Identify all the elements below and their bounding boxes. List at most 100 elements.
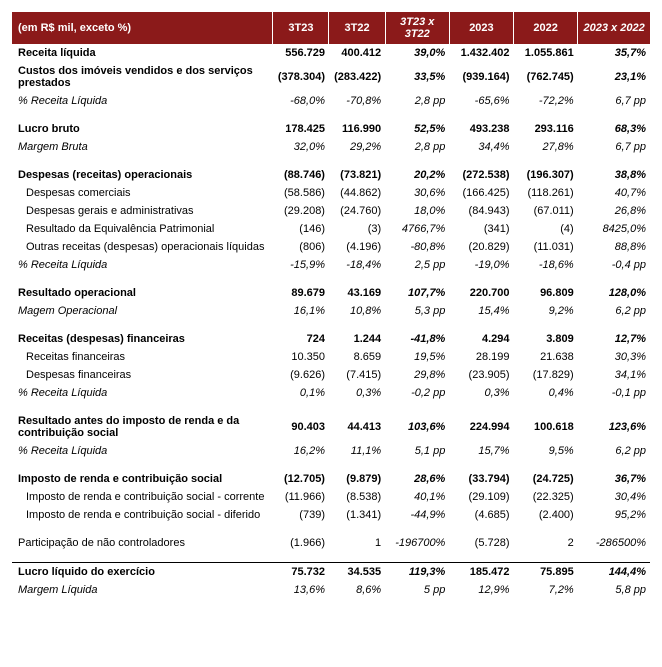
- row-value: 28.199: [449, 348, 513, 366]
- row-value: 107,7%: [385, 284, 449, 302]
- row-value: 15,7%: [449, 442, 513, 460]
- row-value: (1.966): [273, 534, 329, 552]
- row-value: 96.809: [514, 284, 578, 302]
- table-row: Receita líquida556.729400.41239,0%1.432.…: [12, 44, 650, 62]
- row-value: 103,6%: [385, 412, 449, 442]
- row-value: 75.895: [514, 563, 578, 582]
- row-label: Despesas comerciais: [12, 184, 273, 202]
- row-value: (67.011): [514, 202, 578, 220]
- row-value: 0,1%: [273, 384, 329, 402]
- table-row: % Receita Líquida16,2%11,1%5,1 pp15,7%9,…: [12, 442, 650, 460]
- row-label: Imposto de renda e contribuição social -…: [12, 506, 273, 524]
- row-value: 95,2%: [578, 506, 650, 524]
- row-value: 2,5 pp: [385, 256, 449, 274]
- row-value: 13,6%: [273, 581, 329, 599]
- row-value: -19,0%: [449, 256, 513, 274]
- row-value: 9,2%: [514, 302, 578, 320]
- row-value: (272.538): [449, 166, 513, 184]
- row-label: Margem Líquida: [12, 581, 273, 599]
- row-value: -68,0%: [273, 92, 329, 110]
- row-value: (44.862): [329, 184, 385, 202]
- row-value: 119,3%: [385, 563, 449, 582]
- row-value: 293.116: [514, 120, 578, 138]
- row-value: 34,1%: [578, 366, 650, 384]
- row-value: (196.307): [514, 166, 578, 184]
- table-row: Resultado operacional89.67943.169107,7%2…: [12, 284, 650, 302]
- row-value: (166.425): [449, 184, 513, 202]
- header-row: (em R$ mil, exceto %) 3T23 3T22 3T23 x 3…: [12, 12, 650, 44]
- row-value: 6,2 pp: [578, 442, 650, 460]
- row-value: (73.821): [329, 166, 385, 184]
- row-value: 4.294: [449, 330, 513, 348]
- row-value: 44.413: [329, 412, 385, 442]
- row-value: 28,6%: [385, 470, 449, 488]
- row-value: -41,8%: [385, 330, 449, 348]
- row-value: -44,9%: [385, 506, 449, 524]
- table-row: Receitas financeiras10.3508.65919,5%28.1…: [12, 348, 650, 366]
- row-value: 144,4%: [578, 563, 650, 582]
- row-value: (9.879): [329, 470, 385, 488]
- row-label: % Receita Líquida: [12, 92, 273, 110]
- table-row: Despesas comerciais(58.586)(44.862)30,6%…: [12, 184, 650, 202]
- row-value: 30,4%: [578, 488, 650, 506]
- row-value: 1.055.861: [514, 44, 578, 62]
- table-row: Margem Bruta32,0%29,2%2,8 pp34,4%27,8%6,…: [12, 138, 650, 156]
- table-row: [12, 274, 650, 284]
- row-value: (8.538): [329, 488, 385, 506]
- row-label: Resultado antes do imposto de renda e da…: [12, 412, 273, 442]
- row-value: 100.618: [514, 412, 578, 442]
- row-value: (146): [273, 220, 329, 238]
- row-value: 6,2 pp: [578, 302, 650, 320]
- table-row: % Receita Líquida0,1%0,3%-0,2 pp0,3%0,4%…: [12, 384, 650, 402]
- row-value: (2.400): [514, 506, 578, 524]
- row-value: 33,5%: [385, 62, 449, 92]
- row-label: Magem Operacional: [12, 302, 273, 320]
- row-value: 1: [329, 534, 385, 552]
- row-value: 2: [514, 534, 578, 552]
- row-value: 36,7%: [578, 470, 650, 488]
- row-label: Despesas financeiras: [12, 366, 273, 384]
- row-value: -196700%: [385, 534, 449, 552]
- row-label: Imposto de renda e contribuição social -…: [12, 488, 273, 506]
- row-value: -70,8%: [329, 92, 385, 110]
- row-value: (762.745): [514, 62, 578, 92]
- row-value: (378.304): [273, 62, 329, 92]
- row-value: 38,8%: [578, 166, 650, 184]
- row-value: 10.350: [273, 348, 329, 366]
- row-value: 40,7%: [578, 184, 650, 202]
- table-row: Despesas financeiras(9.626)(7.415)29,8%(…: [12, 366, 650, 384]
- table-row: Resultado da Equivalência Patrimonial(14…: [12, 220, 650, 238]
- row-value: 400.412: [329, 44, 385, 62]
- row-value: 185.472: [449, 563, 513, 582]
- row-label: Despesas gerais e administrativas: [12, 202, 273, 220]
- table-row: [12, 402, 650, 412]
- row-value: (11.966): [273, 488, 329, 506]
- row-value: 8425,0%: [578, 220, 650, 238]
- row-value: (24.760): [329, 202, 385, 220]
- table-row: Imposto de renda e contribuição social(1…: [12, 470, 650, 488]
- row-label: Receita líquida: [12, 44, 273, 62]
- row-value: (24.725): [514, 470, 578, 488]
- row-value: 8,6%: [329, 581, 385, 599]
- row-label: Receitas (despesas) financeiras: [12, 330, 273, 348]
- row-value: 35,7%: [578, 44, 650, 62]
- row-value: -65,6%: [449, 92, 513, 110]
- row-value: 724: [273, 330, 329, 348]
- table-row: % Receita Líquida-68,0%-70,8%2,8 pp-65,6…: [12, 92, 650, 110]
- row-value: -15,9%: [273, 256, 329, 274]
- row-value: 3.809: [514, 330, 578, 348]
- row-value: 23,1%: [578, 62, 650, 92]
- row-value: 34,4%: [449, 138, 513, 156]
- row-value: (4): [514, 220, 578, 238]
- header-label: (em R$ mil, exceto %): [12, 12, 273, 44]
- row-value: (739): [273, 506, 329, 524]
- row-value: (4.685): [449, 506, 513, 524]
- row-value: 29,2%: [329, 138, 385, 156]
- row-value: 32,0%: [273, 138, 329, 156]
- row-value: 1.432.402: [449, 44, 513, 62]
- row-value: (84.943): [449, 202, 513, 220]
- row-value: 5 pp: [385, 581, 449, 599]
- row-label: Resultado da Equivalência Patrimonial: [12, 220, 273, 238]
- table-row: % Receita Líquida-15,9%-18,4%2,5 pp-19,0…: [12, 256, 650, 274]
- row-value: -0,2 pp: [385, 384, 449, 402]
